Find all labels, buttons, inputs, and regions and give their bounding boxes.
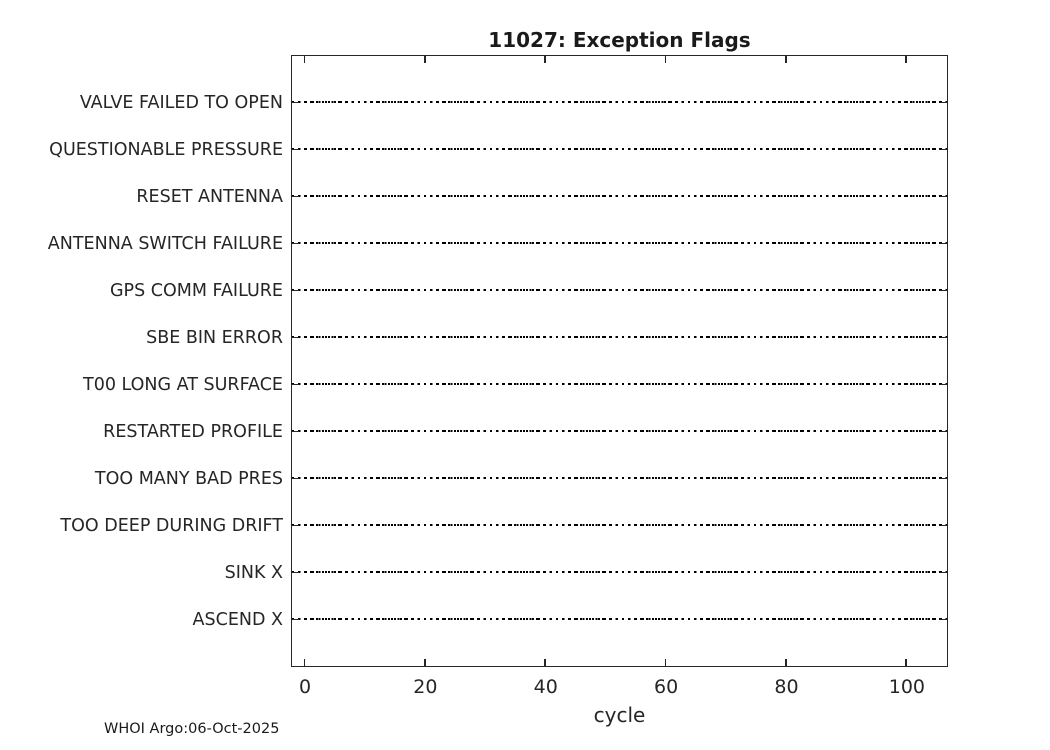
y-tick-mark xyxy=(292,289,299,292)
y-tick-mark xyxy=(292,477,299,480)
y-tick-mark xyxy=(940,477,947,480)
category-baseline xyxy=(292,148,947,151)
y-tick-mark xyxy=(292,242,299,245)
y-tick-mark xyxy=(940,195,947,198)
y-tick-label: VALVE FAILED TO OPEN xyxy=(79,93,283,113)
plot-area xyxy=(291,55,948,667)
y-tick-mark xyxy=(940,524,947,527)
y-tick-label: RESTARTED PROFILE xyxy=(103,422,283,442)
y-tick-mark xyxy=(940,571,947,574)
x-axis-title: cycle xyxy=(593,703,646,727)
y-tick-mark xyxy=(940,242,947,245)
x-tick-mark xyxy=(905,56,908,63)
y-tick-label: SINK X xyxy=(224,563,283,583)
y-tick-mark xyxy=(292,101,299,104)
category-baseline xyxy=(292,571,947,574)
x-tick-mark xyxy=(423,56,426,63)
y-tick-mark xyxy=(940,430,947,433)
category-baseline xyxy=(292,477,947,480)
category-baseline xyxy=(292,289,947,292)
category-baseline xyxy=(292,524,947,527)
y-tick-mark xyxy=(940,336,947,339)
y-tick-mark xyxy=(292,195,299,198)
y-tick-mark xyxy=(292,336,299,339)
y-tick-mark xyxy=(940,101,947,104)
category-baseline xyxy=(292,242,947,245)
x-tick-label: 80 xyxy=(774,676,799,698)
x-tick-label: 100 xyxy=(888,676,926,698)
y-tick-label: T00 LONG AT SURFACE xyxy=(83,375,283,395)
chart-title: 11027: Exception Flags xyxy=(488,28,751,52)
x-tick-mark xyxy=(544,659,546,666)
y-tick-mark xyxy=(292,148,299,151)
y-tick-label: ASCEND X xyxy=(192,610,283,630)
footer-note: WHOI Argo:06-Oct-2025 xyxy=(104,721,280,737)
y-tick-mark xyxy=(292,430,299,433)
y-tick-mark xyxy=(292,524,299,527)
x-tick-mark xyxy=(785,56,787,63)
x-tick-mark xyxy=(664,659,667,666)
y-tick-mark xyxy=(940,383,947,386)
y-tick-mark xyxy=(940,618,947,621)
y-tick-label: TOO MANY BAD PRES xyxy=(94,469,283,489)
y-tick-label: GPS COMM FAILURE xyxy=(109,281,283,301)
y-tick-label: TOO DEEP DURING DRIFT xyxy=(60,516,283,536)
y-tick-label: SBE BIN ERROR xyxy=(146,328,283,348)
category-baseline xyxy=(292,195,947,198)
x-tick-label: 60 xyxy=(654,676,679,698)
y-tick-mark xyxy=(292,383,299,386)
y-tick-label: ANTENNA SWITCH FAILURE xyxy=(47,234,283,254)
y-tick-mark xyxy=(940,148,947,151)
category-baseline xyxy=(292,383,947,386)
y-tick-mark xyxy=(292,618,299,621)
y-tick-mark xyxy=(940,289,947,292)
category-baseline xyxy=(292,336,947,339)
x-tick-mark xyxy=(544,56,546,63)
x-tick-mark xyxy=(664,56,667,63)
x-tick-mark xyxy=(303,659,306,666)
x-tick-mark xyxy=(905,659,908,666)
category-baseline xyxy=(292,101,947,104)
category-baseline xyxy=(292,618,947,621)
category-baseline xyxy=(292,430,947,433)
x-tick-label: 0 xyxy=(298,676,312,698)
x-tick-mark xyxy=(303,56,306,63)
x-tick-label: 40 xyxy=(533,676,558,698)
x-tick-mark xyxy=(785,659,787,666)
x-tick-label: 20 xyxy=(413,676,438,698)
x-tick-mark xyxy=(423,659,426,666)
y-tick-label: RESET ANTENNA xyxy=(136,187,283,207)
y-tick-mark xyxy=(292,571,299,574)
y-tick-label: QUESTIONABLE PRESSURE xyxy=(49,140,283,160)
